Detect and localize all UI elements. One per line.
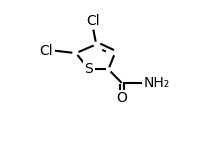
Text: O: O <box>117 91 127 105</box>
Text: Cl: Cl <box>39 44 52 58</box>
Text: NH₂: NH₂ <box>143 76 169 90</box>
Text: Cl: Cl <box>86 14 100 28</box>
Text: S: S <box>85 62 93 76</box>
